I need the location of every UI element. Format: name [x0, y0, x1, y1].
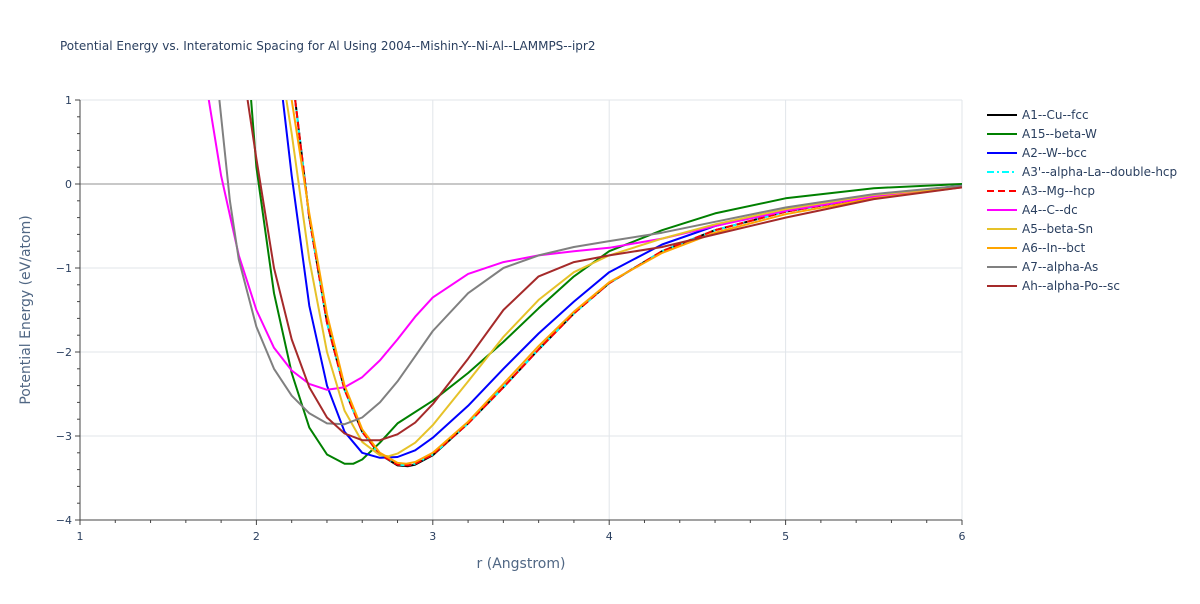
x-axis-title: r (Angstrom) [477, 556, 566, 572]
x-tick-label: 4 [606, 530, 613, 543]
legend-item[interactable]: A7--alpha-As [987, 260, 1098, 274]
series-lines [207, 100, 962, 468]
x-tick-label: 3 [429, 530, 436, 543]
axes [75, 99, 963, 525]
legend-item[interactable]: A3'--alpha-La--double-hcp [987, 165, 1177, 179]
x-tick-label: 1 [77, 530, 84, 543]
y-tick-label: 0 [65, 178, 72, 191]
series-line-0 [294, 100, 962, 468]
legend-label: A15--beta-W [1022, 127, 1097, 141]
grid-lines [80, 99, 963, 520]
y-tick-label: −3 [56, 430, 72, 443]
series-line-2 [281, 100, 962, 459]
y-axis-title: Potential Energy (eV/atom) [18, 215, 34, 404]
y-tick-label: −1 [56, 262, 72, 275]
series-line-3 [294, 100, 962, 467]
legend-item[interactable]: A1--Cu--fcc [987, 108, 1089, 122]
legend-item[interactable]: A15--beta-W [987, 127, 1097, 141]
legend-label: A1--Cu--fcc [1022, 108, 1089, 122]
legend-item[interactable]: A3--Mg--hcp [987, 184, 1095, 198]
y-tick-label: −4 [56, 514, 72, 527]
x-tick-label: 6 [959, 530, 966, 543]
legend-label: A6--In--bct [1022, 241, 1086, 255]
series-line-8 [218, 100, 962, 426]
series-line-1 [250, 100, 962, 465]
series-line-9 [246, 100, 962, 442]
legend-item[interactable]: A5--beta-Sn [987, 222, 1093, 236]
x-tick-label: 2 [253, 530, 260, 543]
legend-label: A3'--alpha-La--double-hcp [1022, 165, 1177, 179]
legend[interactable]: A1--Cu--fcc A15--beta-W A2--W--bcc A3'--alp… [987, 108, 1177, 293]
legend-label: A7--alpha-As [1022, 260, 1098, 274]
legend-label: A5--beta-Sn [1022, 222, 1093, 236]
legend-item[interactable]: A2--W--bcc [987, 146, 1087, 160]
legend-item[interactable]: A4--C--dc [987, 203, 1078, 217]
legend-label: Ah--alpha-Po--sc [1022, 279, 1120, 293]
legend-label: A3--Mg--hcp [1022, 184, 1095, 198]
legend-label: A4--C--dc [1022, 203, 1078, 217]
series-line-4 [294, 100, 962, 467]
y-tick-label: 1 [65, 94, 72, 107]
series-line-7 [290, 100, 962, 465]
legend-label: A2--W--bcc [1022, 146, 1087, 160]
series-line-6 [285, 100, 962, 458]
legend-item[interactable]: Ah--alpha-Po--sc [987, 279, 1120, 293]
chart-title: Potential Energy vs. Interatomic Spacing… [60, 39, 595, 53]
tick-labels: 1 2 3 4 5 6 −4 −3 −2 −1 0 1 [56, 94, 966, 543]
y-tick-label: −2 [56, 346, 72, 359]
x-tick-label: 5 [782, 530, 789, 543]
legend-item[interactable]: A6--In--bct [987, 241, 1086, 255]
